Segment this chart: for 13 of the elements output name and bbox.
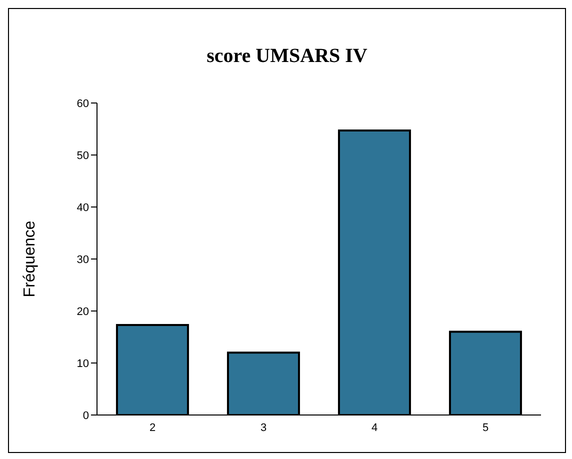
y-tick-label: 20 xyxy=(76,306,89,318)
y-tick-label: 10 xyxy=(76,358,89,370)
chart-title: score UMSARS IV xyxy=(206,45,368,68)
y-tick-label: 30 xyxy=(76,254,89,266)
y-tick-label: 0 xyxy=(82,410,89,422)
y-tick-label: 60 xyxy=(76,98,89,110)
x-tick-label: 2 xyxy=(149,422,156,434)
y-tick-label: 40 xyxy=(76,202,89,214)
x-tick-label: 5 xyxy=(482,422,489,434)
x-tick-label: 3 xyxy=(260,422,267,434)
y-axis-title: Fréquence xyxy=(22,220,39,298)
y-tick-label: 50 xyxy=(76,150,89,162)
x-tick-label: 4 xyxy=(371,422,378,434)
